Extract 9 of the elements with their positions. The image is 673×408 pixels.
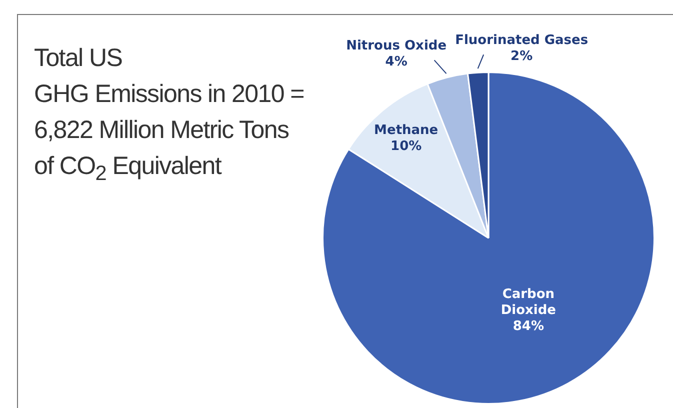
data-label: 2% bbox=[510, 49, 533, 64]
text: Total US GHG Emissions in 2010 = 6,822 Million Metric Tons of CO$_{2}$ Equivalent bbox=[34, 43, 304, 187]
slice-label: Carbon Dioxide bbox=[500, 287, 556, 318]
data-label: 84% bbox=[512, 319, 544, 334]
slice-label: Methane bbox=[374, 122, 438, 138]
slice-label: Fluorinated Gases bbox=[455, 33, 588, 48]
data-label: 4% bbox=[385, 54, 408, 70]
slice-label: Nitrous Oxide bbox=[346, 38, 447, 54]
data-label: 10% bbox=[390, 138, 422, 154]
